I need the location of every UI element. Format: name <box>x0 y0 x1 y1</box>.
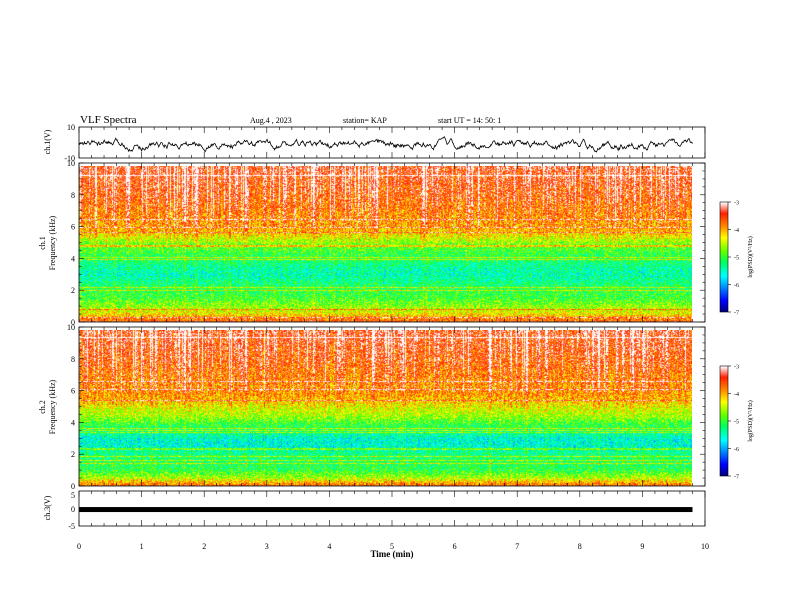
x-tick-label: 10 <box>701 542 709 551</box>
x-tick-label: 7 <box>515 542 519 551</box>
y-tick-label: 0 <box>71 482 75 491</box>
x-axis-tick-labels: 0 1 2 3 4 5 6 7 8 9 10 <box>77 542 709 551</box>
colorbar-tick-label: -3 <box>734 365 739 371</box>
ch2-spec-yticks: 10 8 6 4 2 0 <box>67 323 705 491</box>
ch1-wave-xticks <box>78 127 706 158</box>
x-tick-label: 3 <box>265 542 269 551</box>
x-tick-label: 0 <box>77 542 81 551</box>
x-tick-label: 8 <box>578 542 582 551</box>
ch3-wave-xticks <box>78 491 706 526</box>
y-tick-label: 6 <box>71 223 75 232</box>
ch1-spec-yticks: 10 8 6 4 2 0 <box>67 159 705 327</box>
x-axis-label: Time (min) <box>370 549 413 559</box>
x-tick-label: 6 <box>453 542 457 551</box>
ch3-waveform-line <box>79 507 693 513</box>
ch3-wave-panel: 5 0 -5 ch.3(V) <box>43 490 706 531</box>
ch1-spec-ylabel-frequency: Frequency (kHz) <box>48 215 57 270</box>
x-tick-label: 4 <box>327 542 331 551</box>
y-tick-label: 8 <box>71 355 75 364</box>
ch3-wave-ylabel: ch.3(V) <box>43 495 52 520</box>
y-tick-label: 8 <box>71 191 75 200</box>
colorbar-tick-label: -4 <box>734 228 739 234</box>
colorbar-ch2-label: log(PSD)(V²/Hz) <box>747 400 754 441</box>
colorbar-ch2-ticks: -3 -4 -5 -6 -7 <box>728 365 739 481</box>
colorbar-tick-label: -6 <box>734 283 739 289</box>
ch3-wave-tick-bottom: -5 <box>68 522 75 531</box>
ch1-wave-tick-top: 10 <box>67 123 75 132</box>
colorbar-tick-label: -5 <box>734 256 739 262</box>
colorbar-tick-label: -7 <box>734 311 739 317</box>
start-time-label: start UT = 14: 50: 1 <box>438 116 501 125</box>
y-tick-label: 0 <box>71 318 75 327</box>
ch1-spec-panel: 10 8 6 4 2 0 ch.1 Frequency (kHz) <box>38 159 706 327</box>
x-tick-label: 5 <box>390 542 394 551</box>
ch2-spec-ylabel-frequency: Frequency (kHz) <box>48 379 57 434</box>
ch2-spectrogram-image <box>79 330 692 486</box>
colorbar-tick-label: -5 <box>734 420 739 426</box>
ch1-wave-ylabel: ch.1(V) <box>43 129 52 154</box>
ch2-spec-xticks <box>78 327 706 486</box>
colorbar-tick-label: -7 <box>734 475 739 481</box>
ch3-wave-tick-middle: 0 <box>71 505 75 514</box>
x-tick-label: 2 <box>202 542 206 551</box>
x-tick-label: 1 <box>140 542 144 551</box>
y-tick-label: 2 <box>71 450 75 459</box>
colorbar-tick-label: -3 <box>734 201 739 207</box>
x-tick-label: 9 <box>640 542 644 551</box>
ch2-spec-ylabel-channel: ch.2 <box>38 400 47 414</box>
ch1-waveform-line <box>78 136 693 153</box>
y-tick-label: 10 <box>67 323 75 332</box>
colorbar-tick-label: -6 <box>734 447 739 453</box>
colorbar-tick-label: -4 <box>734 392 739 398</box>
y-tick-label: 4 <box>71 254 75 263</box>
colorbar-ch1: -3 -4 -5 -6 -7 log(PSD)(V²/Hz) <box>719 201 754 317</box>
y-tick-label: 6 <box>71 387 75 396</box>
ch1-spec-ylabel-channel: ch.1 <box>38 236 47 250</box>
ch1-spectrogram-image <box>79 166 692 322</box>
colorbar-ch2-gradient <box>720 366 728 476</box>
ch1-wave-tick-bottom: -10 <box>64 154 75 163</box>
colorbar-ch2: -3 -4 -5 -6 -7 log(PSD)(V²/Hz) <box>719 365 754 481</box>
colorbar-ch1-gradient <box>720 202 728 312</box>
y-tick-label: 2 <box>71 286 75 295</box>
ch1-spec-xticks <box>78 163 706 322</box>
date-label: Aug.4 , 2023 <box>250 116 292 125</box>
y-tick-label: 10 <box>67 159 75 168</box>
ch1-wave-panel: 10 -10 ch.1(V) <box>43 123 706 163</box>
station-label: station= KAP <box>343 116 387 125</box>
y-tick-label: 4 <box>71 418 75 427</box>
colorbar-ch1-ticks: -3 -4 -5 -6 -7 <box>728 201 739 317</box>
figure-title: VLF Spectra <box>80 114 137 126</box>
ch3-wave-tick-top: 5 <box>71 491 75 500</box>
colorbar-ch1-label: log(PSD)(V²/Hz) <box>747 236 754 277</box>
ch2-spec-panel: 10 8 6 4 2 0 ch.2 Frequency (kHz) <box>38 323 706 491</box>
